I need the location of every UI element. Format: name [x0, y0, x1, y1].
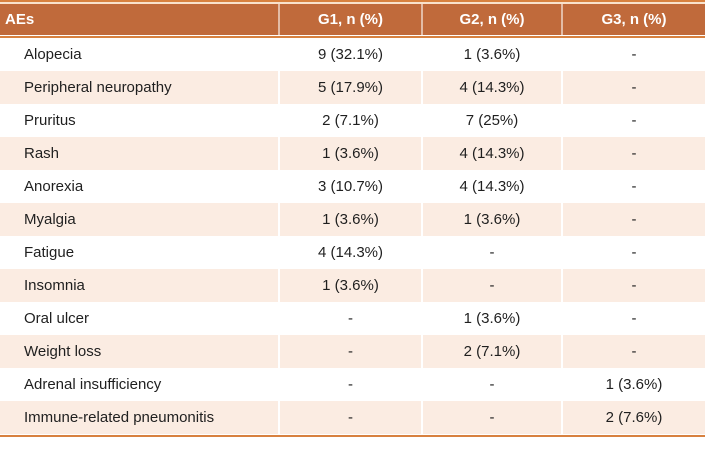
g3-value-cell: - — [561, 269, 705, 302]
table-row: Adrenal insufficiency - - 1 (3.6%) — [0, 368, 705, 401]
g1-value-cell: 1 (3.6%) — [278, 269, 421, 302]
g2-value-cell: 2 (7.1%) — [421, 335, 561, 368]
g3-value-cell: 1 (3.6%) — [561, 368, 705, 401]
table-row: Weight loss - 2 (7.1%) - — [0, 335, 705, 368]
g3-value-cell: - — [561, 38, 705, 71]
g2-value-cell: - — [421, 269, 561, 302]
ae-name-cell: Insomnia — [24, 277, 85, 294]
ae-name-cell: Weight loss — [24, 343, 102, 360]
table-row: Oral ulcer - 1 (3.6%) - — [0, 302, 705, 335]
ae-name-cell: Myalgia — [24, 211, 76, 228]
g1-value-cell: - — [278, 335, 421, 368]
g3-value-cell: - — [561, 203, 705, 236]
g1-value-cell: 4 (14.3%) — [278, 236, 421, 269]
ae-name-cell: Pruritus — [24, 112, 76, 129]
g3-value-cell: - — [561, 236, 705, 269]
g3-value-cell: - — [561, 71, 705, 104]
g2-value-cell: 4 (14.3%) — [421, 137, 561, 170]
ae-name-cell: Anorexia — [24, 178, 84, 195]
ae-name-cell: Adrenal insufficiency — [24, 376, 162, 393]
adverse-events-table: AEs G1, n (%) G2, n (%) G3, n (%) Alopec… — [0, 0, 705, 437]
g3-value-cell: - — [561, 137, 705, 170]
g2-value-cell: 1 (3.6%) — [421, 38, 561, 71]
g2-value-cell: - — [421, 401, 561, 434]
g2-value-cell: - — [421, 236, 561, 269]
header-cell-aes: AEs — [5, 11, 35, 28]
table-bottom-border — [0, 435, 705, 437]
g2-value-cell: 1 (3.6%) — [421, 302, 561, 335]
header-cell-g3: G3, n (%) — [561, 4, 705, 35]
table-row: Fatigue 4 (14.3%) - - — [0, 236, 705, 269]
g3-value-cell: - — [561, 170, 705, 203]
ae-name-cell: Rash — [24, 145, 60, 162]
table-row: Peripheral neuropathy 5 (17.9%) 4 (14.3%… — [0, 71, 705, 104]
table-row: Alopecia 9 (32.1%) 1 (3.6%) - — [0, 38, 705, 71]
g1-value-cell: 9 (32.1%) — [278, 38, 421, 71]
table-row: Rash 1 (3.6%) 4 (14.3%) - — [0, 137, 705, 170]
ae-name-cell: Oral ulcer — [24, 310, 90, 327]
ae-name-cell: Alopecia — [24, 46, 82, 63]
g1-value-cell: - — [278, 368, 421, 401]
g2-value-cell: 1 (3.6%) — [421, 203, 561, 236]
g1-value-cell: - — [278, 302, 421, 335]
ae-name-cell: Fatigue — [24, 244, 75, 261]
table-top-inner-border — [0, 2, 705, 4]
g3-value-cell: 2 (7.6%) — [561, 401, 705, 434]
g2-value-cell: - — [421, 368, 561, 401]
g2-value-cell: 7 (25%) — [421, 104, 561, 137]
header-cell-g1: G1, n (%) — [278, 4, 421, 35]
ae-name-cell: Immune-related pneumonitis — [24, 409, 215, 426]
g1-value-cell: 1 (3.6%) — [278, 203, 421, 236]
g1-value-cell: - — [278, 401, 421, 434]
g2-value-cell: 4 (14.3%) — [421, 170, 561, 203]
header-separator-orange — [0, 36, 705, 38]
table-top-border — [0, 0, 705, 2]
g1-value-cell: 2 (7.1%) — [278, 104, 421, 137]
g3-value-cell: - — [561, 335, 705, 368]
header-cell-g2: G2, n (%) — [421, 4, 561, 35]
table-row: Anorexia 3 (10.7%) 4 (14.3%) - — [0, 170, 705, 203]
g3-value-cell: - — [561, 104, 705, 137]
table-row: Pruritus 2 (7.1%) 7 (25%) - — [0, 104, 705, 137]
g1-value-cell: 3 (10.7%) — [278, 170, 421, 203]
g2-value-cell: 4 (14.3%) — [421, 71, 561, 104]
table-row: Insomnia 1 (3.6%) - - — [0, 269, 705, 302]
g1-value-cell: 5 (17.9%) — [278, 71, 421, 104]
header-separator-white — [0, 35, 705, 36]
g1-value-cell: 1 (3.6%) — [278, 137, 421, 170]
table-row: Myalgia 1 (3.6%) 1 (3.6%) - — [0, 203, 705, 236]
table-header-row: AEs G1, n (%) G2, n (%) G3, n (%) — [0, 4, 705, 35]
g3-value-cell: - — [561, 302, 705, 335]
table-row: Immune-related pneumonitis - - 2 (7.6%) — [0, 401, 705, 434]
ae-name-cell: Peripheral neuropathy — [24, 79, 172, 96]
